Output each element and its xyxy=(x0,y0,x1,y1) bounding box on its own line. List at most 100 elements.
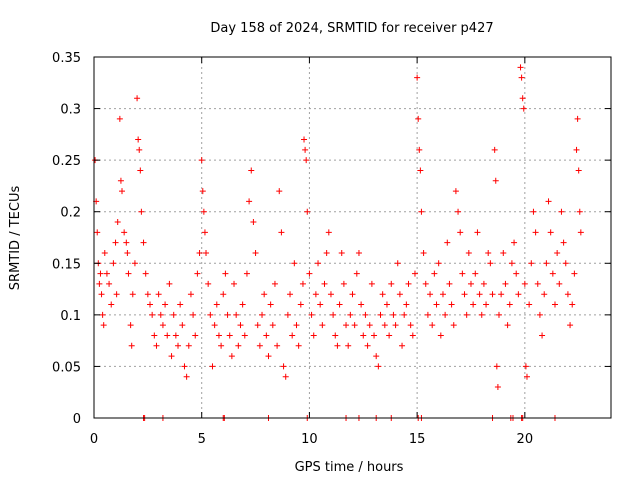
data-point xyxy=(461,291,468,298)
data-point xyxy=(567,322,574,329)
x-axis-label: GPS time / hours xyxy=(295,460,404,475)
data-point xyxy=(418,208,425,215)
data-point xyxy=(556,280,563,287)
data-point xyxy=(96,280,103,287)
data-point xyxy=(371,332,378,339)
data-point xyxy=(302,146,309,153)
data-point xyxy=(155,291,162,298)
data-point xyxy=(254,322,261,329)
data-point xyxy=(574,115,581,122)
data-point xyxy=(97,270,104,277)
data-point xyxy=(235,342,242,349)
data-point xyxy=(183,373,190,380)
data-point xyxy=(547,229,554,236)
data-point xyxy=(199,188,206,195)
data-point xyxy=(420,249,427,256)
data-point xyxy=(323,249,330,256)
data-point xyxy=(113,291,120,298)
data-point xyxy=(433,301,440,308)
data-point xyxy=(403,301,410,308)
data-point xyxy=(498,291,505,298)
data-point xyxy=(491,146,498,153)
data-point xyxy=(558,208,565,215)
data-point xyxy=(162,301,169,308)
plot-frame xyxy=(93,56,612,419)
data-point xyxy=(541,291,548,298)
data-point xyxy=(315,260,322,267)
data-point xyxy=(457,229,464,236)
data-point xyxy=(411,270,418,277)
data-point xyxy=(439,291,446,298)
data-point xyxy=(159,322,166,329)
data-point xyxy=(222,270,229,277)
data-point xyxy=(338,249,345,256)
data-point xyxy=(269,322,276,329)
data-point xyxy=(539,332,546,339)
data-point xyxy=(381,322,388,329)
data-point xyxy=(545,198,552,205)
data-point xyxy=(203,249,210,256)
data-point xyxy=(407,322,414,329)
data-point xyxy=(237,322,244,329)
data-point xyxy=(153,342,160,349)
data-point xyxy=(330,311,337,318)
data-point xyxy=(576,208,583,215)
data-point xyxy=(325,229,332,236)
data-point xyxy=(218,342,225,349)
y-tick-label: 0.35 xyxy=(52,51,81,66)
data-point xyxy=(416,146,423,153)
data-point xyxy=(194,270,201,277)
data-point xyxy=(144,291,151,298)
data-point xyxy=(530,208,537,215)
data-point xyxy=(129,291,136,298)
data-point xyxy=(293,322,300,329)
data-point xyxy=(405,280,412,287)
data-point xyxy=(500,249,507,256)
data-point xyxy=(478,311,485,318)
data-point xyxy=(358,301,365,308)
data-point xyxy=(157,311,164,318)
data-point xyxy=(347,311,354,318)
data-point xyxy=(136,146,143,153)
data-point xyxy=(278,229,285,236)
data-point xyxy=(573,146,580,153)
data-point xyxy=(569,301,576,308)
data-point xyxy=(355,249,362,256)
data-point xyxy=(312,291,319,298)
data-point xyxy=(192,332,199,339)
y-tick-label: 0.2 xyxy=(60,206,81,221)
data-point xyxy=(485,249,492,256)
data-point xyxy=(392,322,399,329)
data-point xyxy=(128,342,135,349)
data-point xyxy=(368,280,375,287)
data-point xyxy=(187,291,194,298)
data-point xyxy=(106,280,113,287)
data-point xyxy=(297,301,304,308)
data-point xyxy=(483,301,490,308)
data-point xyxy=(267,301,274,308)
data-point xyxy=(334,342,341,349)
data-point xyxy=(489,291,496,298)
data-point xyxy=(513,270,520,277)
data-point xyxy=(308,311,315,318)
data-point xyxy=(442,311,449,318)
data-point xyxy=(459,270,466,277)
data-point xyxy=(534,280,541,287)
data-point xyxy=(231,280,238,287)
data-point xyxy=(465,249,472,256)
data-point xyxy=(284,311,291,318)
data-point xyxy=(470,301,477,308)
data-point xyxy=(549,270,556,277)
data-point xyxy=(259,311,266,318)
data-point xyxy=(228,353,235,360)
data-point xyxy=(317,301,324,308)
x-tick-label: 15 xyxy=(409,432,426,447)
data-points xyxy=(92,64,584,421)
data-point xyxy=(256,342,263,349)
data-point xyxy=(239,301,246,308)
data-point xyxy=(388,280,395,287)
data-point xyxy=(301,136,308,143)
data-point xyxy=(99,311,106,318)
data-point xyxy=(554,249,561,256)
